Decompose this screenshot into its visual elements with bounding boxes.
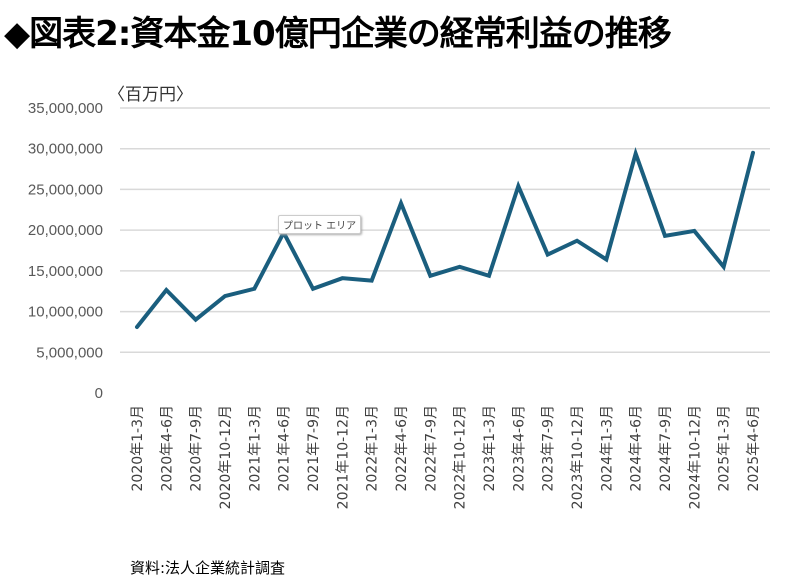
x-tick-label: 2021年1-3月: [247, 405, 263, 492]
chart-title: ◆図表2:資本金10億円企業の経常利益の推移: [4, 14, 672, 54]
x-tick-label: 2022年10-12月: [453, 405, 469, 509]
x-tick-label: 2020年1-3月: [130, 405, 146, 492]
x-tick-label: 2023年10-12月: [570, 405, 586, 509]
x-tick-label: 2021年4-6月: [277, 405, 293, 492]
x-tick-label: 2024年4-6月: [629, 405, 645, 492]
y-tick-label: 5,000,000: [36, 344, 103, 361]
x-tick-label: 2021年7-9月: [306, 405, 322, 492]
x-tick-label: 2020年4-6月: [159, 405, 175, 492]
unit-label: 〈百万円〉: [108, 85, 193, 105]
x-tick-label: 2023年1-3月: [482, 405, 498, 492]
y-tick-label: 30,000,000: [28, 141, 103, 158]
x-tick-label: 2025年1-3月: [717, 405, 733, 492]
x-tick-label: 2022年7-9月: [423, 405, 439, 492]
x-tick-label: 2023年4-6月: [511, 405, 527, 492]
x-tick-label: 2021年10-12月: [335, 405, 351, 509]
x-tick-label: 2020年10-12月: [218, 405, 234, 509]
x-tick-label: 2024年10-12月: [687, 405, 703, 509]
x-tick-label: 2020年7-9月: [189, 405, 205, 492]
x-tick-label: 2025年4-6月: [746, 405, 762, 492]
y-tick-label: 35,000,000: [28, 100, 103, 117]
x-tick-label: 2022年1-3月: [365, 405, 381, 492]
x-tick-label: 2023年7-9月: [541, 405, 557, 492]
y-tick-label: 15,000,000: [28, 263, 103, 280]
x-tick-label: 2022年4-6月: [394, 405, 410, 492]
y-tick-label: 10,000,000: [28, 304, 103, 321]
x-tick-label: 2024年1-3月: [599, 405, 615, 492]
series-line: [135, 146, 755, 330]
y-tick-label: 0: [95, 385, 103, 402]
y-tick-label: 25,000,000: [28, 181, 103, 198]
y-tick-label: 20,000,000: [28, 222, 103, 239]
source-note: 資料:法人企業統計調査: [130, 559, 286, 577]
plot-area-tooltip: プロット エリア: [278, 215, 362, 234]
x-tick-label: 2024年7-9月: [658, 405, 674, 492]
